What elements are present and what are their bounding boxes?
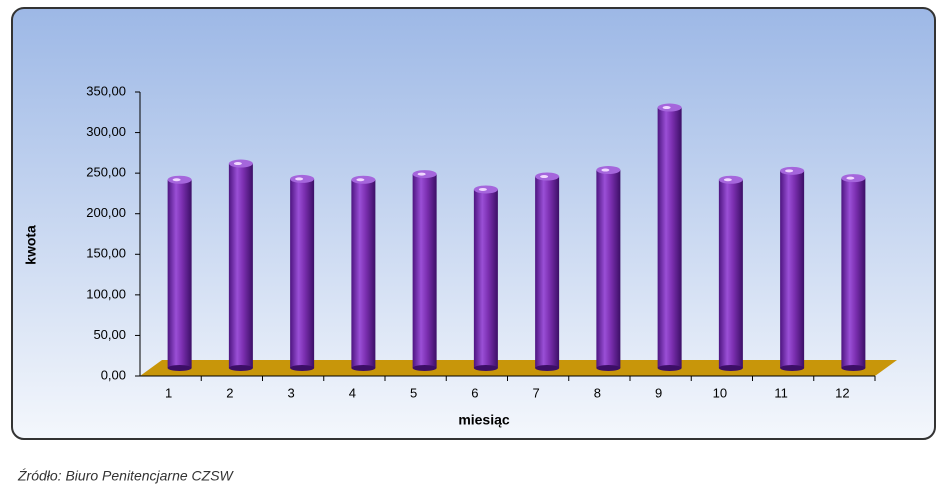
- y-tick-label: 250,00: [86, 165, 126, 180]
- y-tick-label: 0,00: [101, 367, 126, 382]
- bar: [535, 176, 560, 368]
- x-tick-label: 5: [410, 385, 417, 400]
- bar-highlight: [233, 162, 242, 166]
- bar-base: [780, 365, 805, 371]
- bar: [841, 178, 866, 368]
- bar: [290, 178, 315, 368]
- bar-highlight: [417, 172, 426, 176]
- bar-highlight: [295, 177, 304, 181]
- bar-highlight: [846, 176, 855, 180]
- bar-highlight: [601, 168, 610, 172]
- x-tick-label: 12: [835, 385, 849, 400]
- bar-base: [718, 365, 743, 371]
- y-tick-label: 300,00: [86, 124, 126, 139]
- bar-base: [657, 365, 682, 371]
- bar: [167, 179, 192, 368]
- x-tick-label: 1: [165, 385, 172, 400]
- x-axis-title: miesiąc: [458, 412, 510, 428]
- y-tick-label: 50,00: [93, 327, 126, 342]
- bar-highlight: [356, 178, 365, 182]
- x-tick-label: 4: [349, 385, 356, 400]
- bar-base: [841, 365, 866, 371]
- bar: [412, 174, 437, 368]
- bar-highlight: [478, 187, 487, 191]
- bar-highlight: [540, 175, 549, 179]
- bar-base: [351, 365, 376, 371]
- bar: [596, 170, 621, 368]
- bar-highlight: [662, 106, 671, 110]
- source-note: Źródło: Biuro Penitencjarne CZSW: [17, 468, 235, 484]
- bar: [780, 170, 805, 368]
- bar-highlight: [785, 169, 794, 173]
- bar-base: [596, 365, 621, 371]
- floor: [140, 360, 897, 376]
- x-tick-label: 3: [288, 385, 295, 400]
- bar-base: [473, 365, 498, 371]
- y-tick-label: 150,00: [86, 246, 126, 261]
- x-tick-label: 6: [471, 385, 478, 400]
- bar-base: [412, 365, 437, 371]
- bar-base: [228, 365, 253, 371]
- bar: [228, 163, 253, 368]
- bar-base: [167, 365, 192, 371]
- bar-base: [290, 365, 315, 371]
- y-tick-label: 200,00: [86, 205, 126, 220]
- x-tick-label: 7: [533, 385, 540, 400]
- x-tick-label: 10: [713, 385, 727, 400]
- bar: [473, 189, 498, 368]
- bar-highlight: [172, 178, 181, 182]
- bar: [351, 179, 376, 368]
- bar-highlight: [723, 178, 732, 182]
- bar: [657, 107, 682, 368]
- y-axis-title: kwota: [23, 225, 39, 265]
- y-tick-label: 350,00: [86, 83, 126, 98]
- x-tick-label: 8: [594, 385, 601, 400]
- y-tick-label: 100,00: [86, 286, 126, 301]
- x-tick-label: 2: [226, 385, 233, 400]
- x-tick-label: 11: [774, 385, 788, 400]
- bar: [718, 179, 743, 368]
- x-tick-label: 9: [655, 385, 662, 400]
- bar-base: [535, 365, 560, 371]
